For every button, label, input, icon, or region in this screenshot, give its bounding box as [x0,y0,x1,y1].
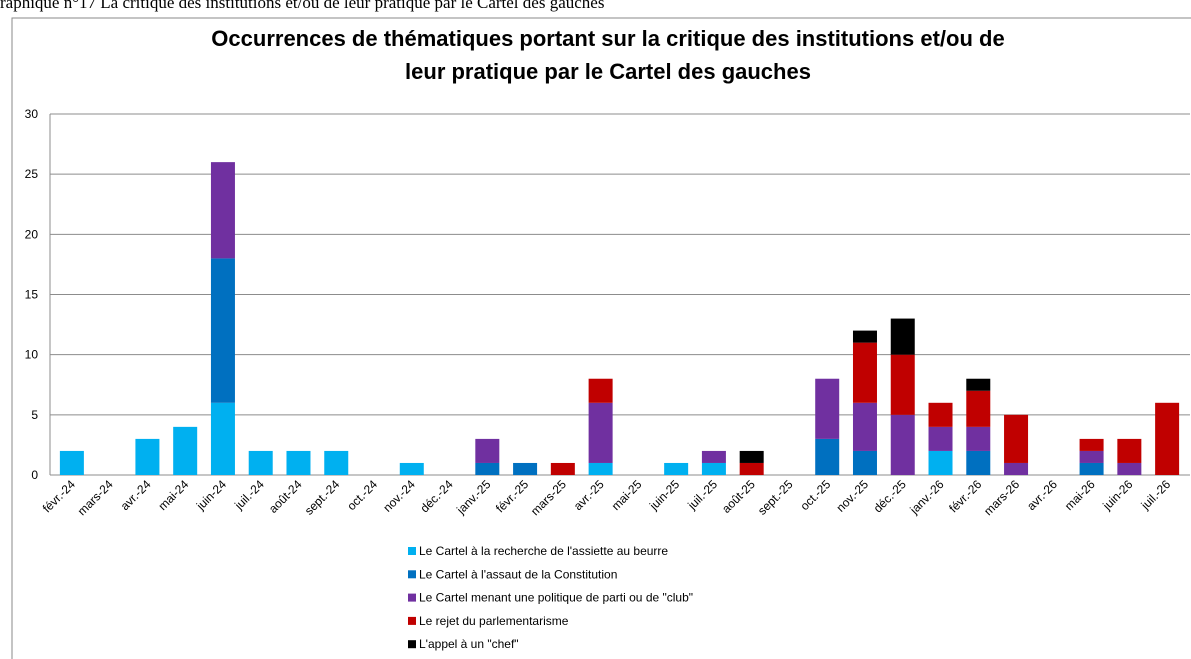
x-tick-label: oct.-25 [797,477,833,513]
x-tick-label: mars-26 [981,477,1022,518]
bar-segment [1004,462,1029,475]
x-tick-label: juil.-25 [684,477,720,513]
x-tick-label: mars-24 [75,477,116,518]
y-tick-label: 15 [25,288,39,302]
x-tick-label: févr.-25 [493,477,531,515]
x-tick-label: juil.-26 [1138,477,1174,513]
bar-segment [815,438,840,475]
bar-segment [1117,462,1142,475]
x-tick-label: mai-25 [609,477,645,513]
x-tick-label: avr.-24 [118,477,154,513]
x-tick-label: sept.-24 [302,477,343,518]
legend-swatch [408,570,416,579]
bar-segment [815,378,840,439]
bar-segment [664,462,689,475]
x-tick-label: nov.-24 [380,477,418,515]
bar-segment [966,450,991,475]
bar-segment [210,402,235,475]
legend-label: L'appel à un "chef" [419,637,519,651]
bar-segment [513,462,538,475]
bar-segment [588,378,613,403]
x-tick-label: août-25 [719,477,758,516]
bar-segment [588,462,613,475]
bar-segment [701,462,726,475]
x-tick-label: mai-24 [155,477,191,513]
legend-label: Le rejet du parlementarisme [419,614,569,628]
bar-segment [966,378,991,391]
x-tick-label: févr.-26 [946,477,984,515]
bar-segment [739,462,764,475]
bar-segment [59,450,84,475]
bar-segment [928,450,953,475]
y-tick-label: 10 [25,348,39,362]
bar-segment [739,450,764,463]
bar-segment [852,450,877,475]
x-tick-label: janv.-25 [453,477,493,517]
x-tick-label: août-24 [266,477,305,516]
bar-segment [852,402,877,451]
chart-frame [11,17,1191,659]
legend-label: Le Cartel menant une politique de parti … [419,591,693,605]
bar-segment [135,438,160,475]
x-tick-label: oct.-24 [344,477,380,513]
x-tick-label: avr.-26 [1024,477,1060,513]
bar-segment [286,450,311,475]
bar-segment [399,462,424,475]
y-tick-label: 25 [25,167,39,181]
y-tick-label: 20 [25,227,39,241]
bar-segment [890,354,915,415]
x-tick-label: juil.-24 [231,477,267,513]
bar-segment [966,426,991,451]
legend-swatch [408,640,416,649]
bar-segment [324,450,349,475]
bar-segment [928,426,953,451]
legend-label: Le Cartel à l'assaut de la Constitution [419,567,617,581]
bar-segment [852,342,877,403]
bar-segment [475,438,500,463]
y-tick-label: 0 [31,468,38,482]
x-tick-label: mars-25 [528,477,569,518]
caption: raphique n°17 La critique des institutio… [0,0,604,12]
bar-segment [173,426,198,475]
legend-label: Le Cartel à la recherche de l'assiette a… [419,544,668,558]
bar-segment [210,162,235,259]
bar-segment [966,390,991,427]
bar-segment [588,402,613,463]
y-tick-label: 30 [25,107,39,121]
bar-segment [928,402,953,427]
bar-segment [475,462,500,475]
x-tick-label: avr.-25 [571,477,607,513]
bar-segment [1155,402,1180,475]
bar-segment [1079,462,1104,475]
bar-segment [890,414,915,475]
x-tick-label: juin-25 [646,477,682,513]
x-tick-label: déc.-24 [417,477,455,515]
chart-title: leur pratique par le Cartel des gauches [405,59,811,84]
legend-swatch [408,547,416,555]
bar-segment [550,462,575,475]
x-tick-label: janv.-26 [906,477,946,517]
bar-segment [701,450,726,463]
chart-title: Occurrences de thématiques portant sur l… [211,26,1004,51]
x-tick-label: févr.-24 [40,477,78,515]
bar-segment [1079,450,1104,463]
x-tick-label: mai-26 [1062,477,1098,513]
legend-swatch [408,616,416,625]
x-tick-label: juin-26 [1099,477,1135,513]
bar-segment [1117,438,1142,463]
x-tick-label: juin-24 [193,477,229,513]
bar-segment [210,258,235,403]
bar-segment [852,330,877,343]
y-tick-label: 5 [31,408,38,422]
bar-segment [1004,414,1029,463]
x-tick-label: sept.-25 [755,477,796,518]
bar-segment [890,318,915,355]
bar-segment [248,450,273,475]
legend-swatch [408,593,416,602]
x-tick-label: nov.-25 [834,477,872,515]
bar-segment [1079,438,1104,451]
x-tick-label: déc.-25 [871,477,909,515]
